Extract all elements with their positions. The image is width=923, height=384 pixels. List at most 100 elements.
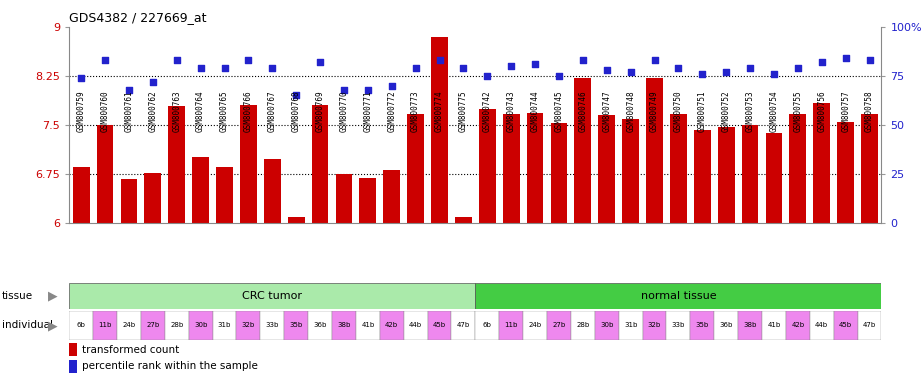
Text: 44b: 44b <box>815 323 828 328</box>
Text: 11b: 11b <box>99 323 112 328</box>
Point <box>814 59 829 65</box>
Point <box>98 57 113 63</box>
Point <box>193 65 208 71</box>
Point <box>361 86 376 93</box>
Point <box>599 67 614 73</box>
Bar <box>714 311 738 340</box>
Text: GSM800757: GSM800757 <box>841 90 850 132</box>
Bar <box>332 311 356 340</box>
Text: 42b: 42b <box>791 323 805 328</box>
Text: 6b: 6b <box>483 323 492 328</box>
Point <box>528 61 543 67</box>
Bar <box>765 133 783 223</box>
Bar <box>857 311 881 340</box>
Text: 30b: 30b <box>194 323 208 328</box>
Point <box>504 63 519 69</box>
Bar <box>479 109 496 223</box>
Bar <box>264 159 281 223</box>
Bar <box>188 311 212 340</box>
Text: transformed count: transformed count <box>82 345 179 355</box>
Text: 31b: 31b <box>218 323 231 328</box>
Bar <box>121 179 138 223</box>
Text: 47b: 47b <box>863 323 876 328</box>
Bar <box>168 106 186 223</box>
Text: 24b: 24b <box>123 323 136 328</box>
Text: GSM800767: GSM800767 <box>268 90 277 132</box>
Point <box>623 69 638 75</box>
Bar <box>192 157 209 223</box>
Point <box>719 69 734 75</box>
Point <box>671 65 686 71</box>
Point <box>432 57 447 63</box>
Bar <box>407 114 424 223</box>
Bar <box>789 114 806 223</box>
Bar <box>690 311 714 340</box>
Text: 30b: 30b <box>600 323 614 328</box>
Bar <box>646 78 663 223</box>
Text: 45b: 45b <box>433 323 446 328</box>
Bar <box>383 170 400 223</box>
Text: GSM800750: GSM800750 <box>674 90 683 132</box>
Bar <box>427 311 451 340</box>
Text: 42b: 42b <box>385 323 399 328</box>
Text: 27b: 27b <box>146 323 160 328</box>
Text: 36b: 36b <box>720 323 733 328</box>
Point <box>695 71 710 77</box>
Bar <box>284 311 308 340</box>
Text: GSM800759: GSM800759 <box>77 90 86 132</box>
Text: GSM800762: GSM800762 <box>149 90 157 132</box>
Bar <box>475 311 499 340</box>
Text: GSM800766: GSM800766 <box>244 90 253 132</box>
Bar <box>69 343 78 356</box>
Point <box>74 75 89 81</box>
Bar <box>813 103 830 223</box>
Bar <box>622 119 639 223</box>
Text: GSM800756: GSM800756 <box>817 90 826 132</box>
Text: GSM800745: GSM800745 <box>555 90 563 132</box>
Text: 45b: 45b <box>839 323 852 328</box>
Bar <box>666 311 690 340</box>
Text: GSM800755: GSM800755 <box>794 90 802 132</box>
Bar <box>260 311 284 340</box>
Bar <box>833 311 857 340</box>
Text: 41b: 41b <box>767 323 781 328</box>
Point <box>767 71 782 77</box>
Point <box>289 92 304 98</box>
Bar <box>785 311 809 340</box>
Bar <box>69 360 78 373</box>
Bar <box>212 311 236 340</box>
Point <box>480 73 495 79</box>
Point <box>384 83 399 89</box>
Text: 32b: 32b <box>648 323 661 328</box>
Point <box>217 65 232 71</box>
Bar <box>694 130 711 223</box>
Bar <box>523 311 547 340</box>
Text: 36b: 36b <box>314 323 327 328</box>
Bar <box>431 37 448 223</box>
Point <box>313 59 328 65</box>
Bar <box>547 311 571 340</box>
Text: GSM800763: GSM800763 <box>173 90 181 132</box>
Text: normal tissue: normal tissue <box>641 291 716 301</box>
Bar <box>499 311 523 340</box>
Text: GSM800747: GSM800747 <box>602 90 611 132</box>
Point <box>552 73 567 79</box>
Bar <box>379 311 403 340</box>
Text: GSM800769: GSM800769 <box>316 90 325 132</box>
Point <box>647 57 662 63</box>
Text: 33b: 33b <box>672 323 685 328</box>
Text: GSM800760: GSM800760 <box>101 90 110 132</box>
Text: GSM800746: GSM800746 <box>579 90 587 132</box>
Text: 28b: 28b <box>576 323 590 328</box>
Bar <box>165 311 188 340</box>
Text: GSM800744: GSM800744 <box>531 90 540 132</box>
Text: GSM800752: GSM800752 <box>722 90 731 132</box>
Text: 24b: 24b <box>529 323 542 328</box>
Point <box>146 79 161 85</box>
Text: GSM800753: GSM800753 <box>746 90 755 132</box>
Bar <box>288 217 305 223</box>
Text: GSM800758: GSM800758 <box>865 90 874 132</box>
Text: 6b: 6b <box>77 323 86 328</box>
Bar <box>312 104 329 223</box>
Point <box>575 57 590 63</box>
